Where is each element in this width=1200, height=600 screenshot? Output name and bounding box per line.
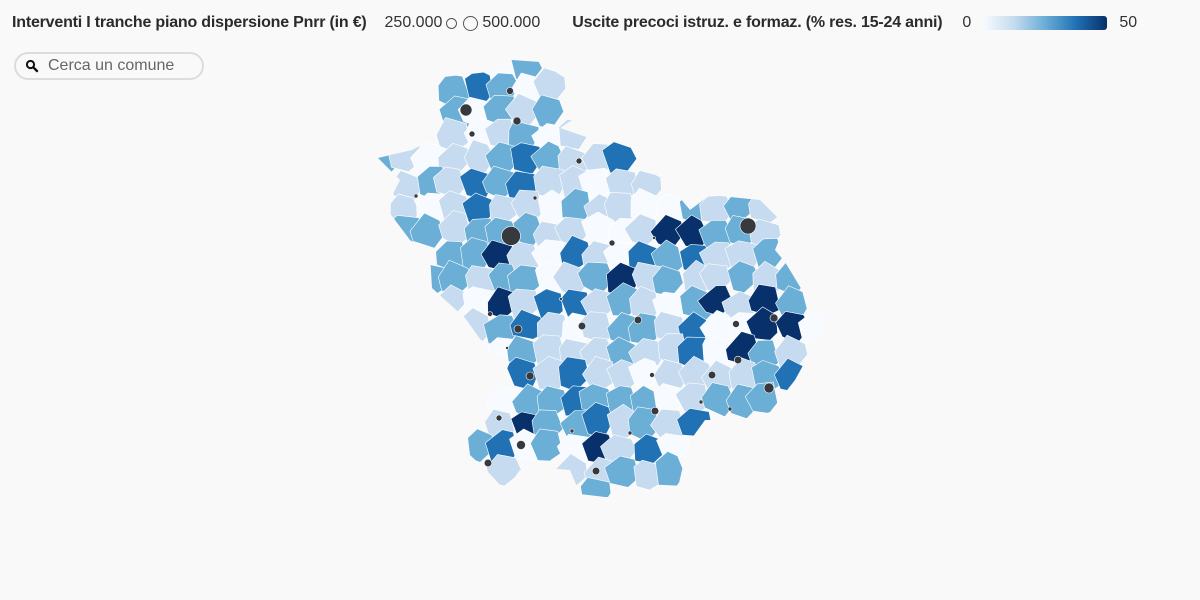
size-legend: 250.000 500.000	[385, 14, 541, 32]
municipality-area[interactable]	[558, 119, 588, 150]
funding-bubble[interactable]	[525, 371, 535, 381]
funding-bubble[interactable]	[512, 116, 522, 126]
size-large-label: 500.000	[482, 14, 541, 31]
color-gradient-bar	[983, 16, 1108, 30]
color-legend-title: Uscite precoci istruz. e formaz. (% res.…	[572, 14, 943, 31]
funding-bubble[interactable]	[516, 440, 526, 450]
funding-bubble[interactable]	[487, 311, 493, 317]
funding-bubble[interactable]	[532, 195, 538, 201]
funding-bubble[interactable]	[495, 414, 503, 422]
funding-bubble[interactable]	[608, 239, 616, 247]
funding-bubble[interactable]	[468, 130, 476, 138]
funding-bubble[interactable]	[501, 226, 521, 246]
funding-bubble[interactable]	[575, 157, 583, 165]
municipality-area[interactable]	[580, 477, 612, 511]
municipality-area[interactable]	[530, 428, 564, 462]
funding-bubble[interactable]	[763, 382, 775, 394]
funding-bubble[interactable]	[413, 193, 419, 199]
search-icon	[25, 59, 39, 73]
funding-bubbles	[413, 87, 779, 476]
funding-bubble[interactable]	[577, 321, 587, 331]
funding-bubble[interactable]	[727, 406, 733, 412]
funding-bubble[interactable]	[506, 87, 514, 95]
color-max-label: 50	[1119, 14, 1138, 31]
legend: Interventi I tranche piano dispersione P…	[12, 11, 1188, 35]
funding-bubble[interactable]	[569, 428, 575, 434]
funding-bubble[interactable]	[733, 355, 743, 365]
funding-bubble[interactable]	[633, 315, 643, 325]
funding-bubble[interactable]	[707, 370, 717, 380]
municipality-area[interactable]	[654, 451, 686, 487]
funding-bubble[interactable]	[698, 399, 704, 405]
size-small-label: 250.000	[384, 14, 443, 31]
search-box[interactable]	[14, 52, 204, 80]
large-circle-icon	[463, 15, 479, 31]
municipality-area[interactable]	[486, 454, 523, 487]
funding-bubble[interactable]	[652, 236, 656, 240]
funding-bubble[interactable]	[769, 313, 779, 323]
small-circle-icon	[446, 17, 458, 29]
funding-bubble[interactable]	[627, 430, 633, 436]
funding-bubble[interactable]	[649, 372, 655, 378]
funding-bubble[interactable]	[483, 458, 493, 468]
municipality-area[interactable]	[409, 212, 445, 249]
funding-bubble[interactable]	[732, 320, 740, 328]
municipality-area[interactable]	[701, 382, 736, 418]
funding-bubble[interactable]	[591, 466, 601, 476]
color-legend: Uscite precoci istruz. e formaz. (% res.…	[572, 14, 1137, 32]
funding-bubble[interactable]	[459, 103, 473, 117]
size-legend-title: Interventi I tranche piano dispersione P…	[12, 14, 367, 31]
funding-bubble[interactable]	[513, 324, 523, 334]
funding-bubble[interactable]	[650, 406, 660, 416]
funding-bubble[interactable]	[505, 346, 509, 350]
municipality-area[interactable]	[748, 188, 782, 225]
color-min-label: 0	[962, 14, 972, 31]
municipality-area[interactable]	[676, 407, 713, 437]
municipality-area[interactable]	[604, 455, 640, 488]
search-input[interactable]	[46, 56, 200, 76]
funding-bubble[interactable]	[739, 217, 757, 235]
funding-bubble[interactable]	[559, 297, 563, 301]
municipality-regions	[378, 60, 828, 511]
